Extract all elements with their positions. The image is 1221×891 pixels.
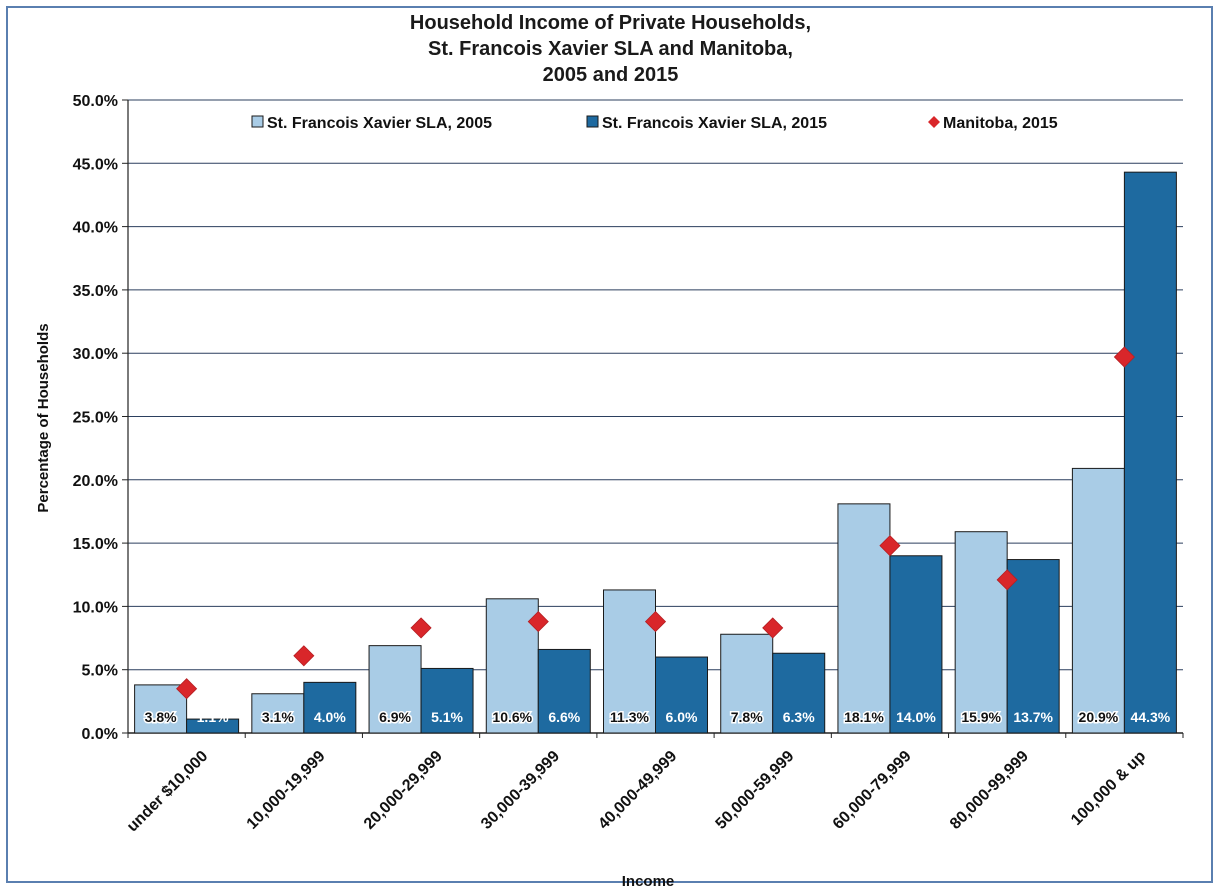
y-tick-label: 40.0% [73, 220, 118, 237]
manitoba-marker [644, 611, 667, 633]
legend-swatch [586, 115, 599, 128]
markers [176, 346, 1135, 700]
data-label: 6.3% [783, 709, 815, 725]
y-tick-label: 50.0% [73, 93, 118, 110]
data-label: 7.8% [731, 709, 763, 725]
data-label: 3.8% [145, 709, 177, 725]
y-tick-label: 25.0% [73, 410, 118, 427]
bar-2005 [251, 693, 305, 734]
chart-frame [6, 6, 1213, 883]
y-axis-ticks: 0.0% 5.0% 10.0% 15.0% 20.0% 25.0% 30.0% 35.0% 40… [73, 93, 118, 743]
manitoba-marker [527, 611, 549, 633]
bar-2015 [772, 652, 826, 734]
x-tick-label: under $10,000 [124, 748, 212, 836]
y-tick-label: 10.0% [73, 599, 118, 616]
bar-2015 [420, 667, 474, 734]
manitoba-marker [176, 678, 198, 700]
y-tick-label: 45.0% [73, 156, 118, 173]
bar-2015 [186, 718, 240, 734]
legend-label: St. Francois Xavier SLA, 2015 [602, 115, 827, 132]
bar-2015 [303, 681, 357, 734]
x-tick-label: 50,000-59,999 [713, 748, 798, 833]
y-tick-label: 15.0% [73, 536, 118, 553]
y-tick-label: 0.0% [82, 726, 118, 743]
legend: St. Francois Xavier SLA, 2005 St. Francoi… [251, 115, 1058, 132]
data-label: 44.3% [1131, 709, 1171, 725]
bar-2005 [837, 503, 891, 734]
x-tick-label: 30,000-39,999 [478, 748, 563, 833]
data-label: 6.0% [666, 709, 698, 725]
x-tick-label: 40,000-49,999 [595, 748, 680, 833]
chart-title-line-1: Household Income of Private Households, [409, 12, 812, 34]
bar-2015 [1006, 559, 1060, 734]
y-axis-title: Percentage of Households [35, 323, 52, 512]
bars [134, 171, 1177, 734]
data-label: 20.9% [1079, 709, 1119, 725]
data-label: 14.0% [896, 709, 936, 725]
x-tick-label: 10,000-19,999 [244, 748, 329, 833]
manitoba-marker [1113, 346, 1135, 368]
bar-2015 [537, 648, 591, 734]
manitoba-marker [879, 535, 901, 557]
data-label: 3.1% [262, 709, 294, 725]
legend-label: St. Francois Xavier SLA, 2005 [267, 115, 492, 132]
data-label: 10.6% [492, 709, 532, 725]
bar-2015 [655, 656, 708, 734]
data-label: 11.3% [610, 709, 649, 725]
bar-2005 [1071, 467, 1125, 734]
manitoba-marker [996, 569, 1018, 591]
y-tick-label: 5.0% [82, 663, 118, 680]
x-tick-label: 80,000-99,999 [947, 748, 1032, 833]
bar-2015 [1123, 171, 1177, 734]
bar-2005 [134, 684, 188, 734]
x-tick-label: 60,000-79,999 [830, 748, 915, 833]
data-label: 15.9% [961, 709, 1001, 725]
data-label: 5.1% [431, 709, 463, 725]
data-label: 13.7% [1013, 709, 1053, 725]
data-label: 4.0% [314, 709, 346, 725]
data-label: 18.1% [844, 709, 884, 725]
y-tick-label: 35.0% [73, 283, 118, 300]
bar-2005 [603, 589, 656, 734]
bar-2005 [954, 531, 1008, 734]
data-labels: 3.8% 1.1% 3.1% 4.0% 6.9% 5.1% 10.6% 6.6% 11.3% 6.… [143, 708, 1171, 727]
legend-swatch [251, 115, 264, 128]
legend-label: Manitoba, 2015 [943, 115, 1058, 132]
y-tick-label: 20.0% [73, 473, 118, 490]
x-axis-title: Income [622, 873, 675, 890]
manitoba-marker [410, 617, 432, 639]
data-label: 1.1% [197, 709, 229, 725]
data-label: 6.9% [379, 709, 411, 725]
data-label: 6.6% [548, 709, 580, 725]
x-tick-label: 20,000-29,999 [361, 748, 446, 833]
x-tick-label: 100,000 & up [1068, 748, 1149, 829]
bar-2015 [889, 555, 943, 734]
legend-swatch [928, 116, 940, 128]
chart-title-line-3: 2005 and 2015 [542, 64, 679, 86]
bar-2005 [368, 645, 422, 734]
chart-title-line-2: St. Francois Xavier SLA and Manitoba, [428, 38, 793, 60]
manitoba-marker [293, 645, 315, 667]
chart-title: Household Income of Private Households, … [0, 10, 1221, 88]
y-tick-label: 30.0% [73, 346, 118, 363]
x-axis-ticks: under $10,000 10,000-19,999 20,000-29,999 3… [124, 748, 1149, 836]
manitoba-marker [762, 617, 784, 639]
